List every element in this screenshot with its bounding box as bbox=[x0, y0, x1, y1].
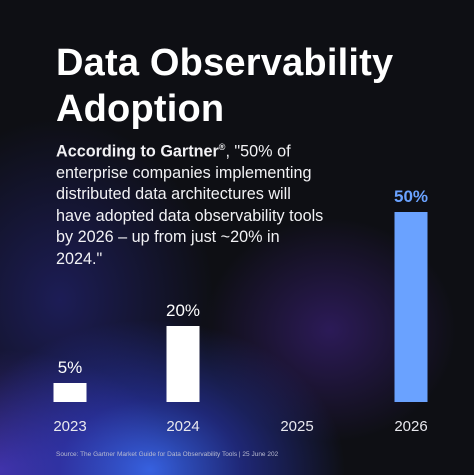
bar-2024 bbox=[166, 326, 200, 402]
page-title: Data Observability Adoption bbox=[56, 42, 394, 130]
quote-lead: According to Gartner bbox=[56, 142, 219, 161]
data-label-2024: 20% bbox=[166, 301, 200, 320]
gartner-quote: According to Gartner®, "50% of enterpris… bbox=[56, 137, 326, 270]
data-label-2023: 5% bbox=[58, 358, 83, 377]
x-tick-label-2025: 2025 bbox=[280, 418, 313, 435]
x-tick-label-2023: 2023 bbox=[53, 418, 86, 435]
x-tick-label-2026: 2026 bbox=[394, 418, 427, 435]
source-footnote: Source: The Gartner Market Guide for Dat… bbox=[56, 451, 279, 458]
registered-mark: ® bbox=[218, 142, 226, 152]
bar-2023 bbox=[53, 383, 87, 402]
bar-2026 bbox=[394, 212, 428, 402]
x-tick-label-2024: 2024 bbox=[166, 418, 199, 435]
quote-body: , "50% of enterprise companies implement… bbox=[56, 142, 324, 268]
data-label-2026: 50% bbox=[394, 187, 428, 206]
